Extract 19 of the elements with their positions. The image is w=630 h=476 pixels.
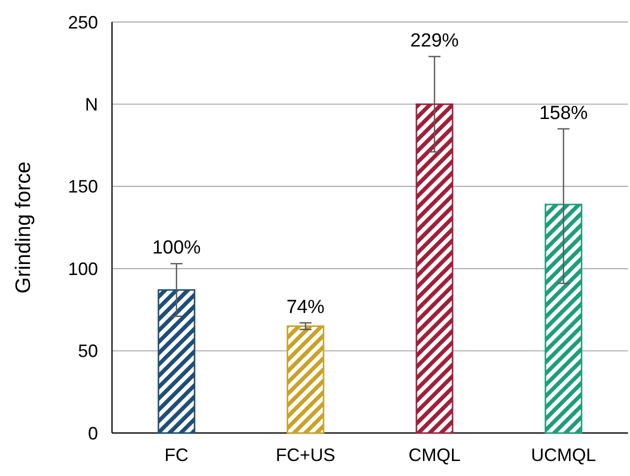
y-tick-label: 250	[68, 12, 98, 32]
annotation: 74%	[286, 296, 325, 318]
x-tick-label: UCMQL	[530, 445, 596, 465]
y-tick-label: 100	[68, 258, 98, 279]
annotation: 100%	[152, 238, 201, 259]
bar	[286, 325, 324, 434]
bar	[158, 289, 196, 434]
y-tick-label: N	[85, 94, 98, 114]
y-tick-label: 50	[78, 341, 98, 362]
x-tick-label: FC+US	[276, 445, 336, 465]
bar	[416, 103, 454, 434]
annotation: 158%	[539, 102, 588, 124]
x-tick-label: CMQL	[408, 445, 461, 465]
annotation: 229%	[410, 30, 459, 52]
bar	[544, 204, 582, 434]
y-axis-title: Grinding force	[12, 162, 35, 294]
x-tick-label: FC	[164, 445, 188, 465]
y-tick-label: 0	[88, 423, 98, 444]
y-tick-label: 150	[68, 176, 98, 197]
